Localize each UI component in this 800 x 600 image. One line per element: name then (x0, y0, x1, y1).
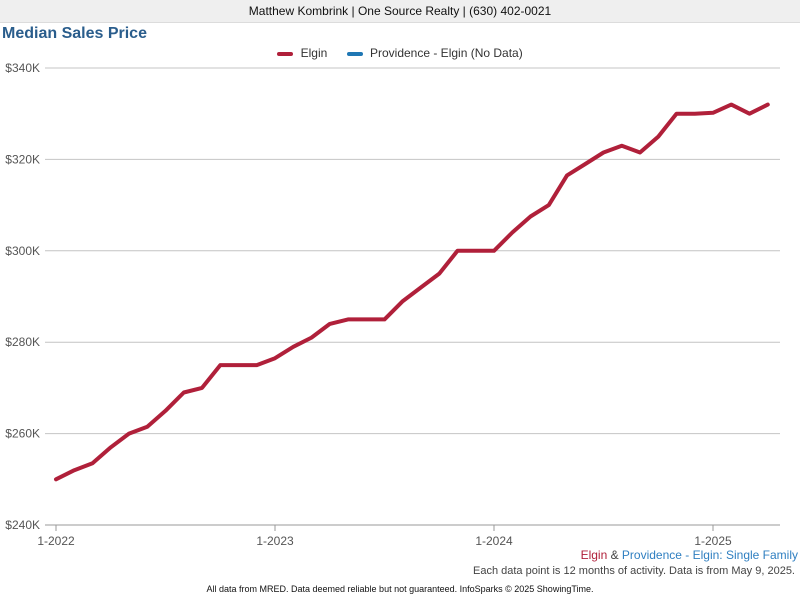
x-tick-label: 1-2023 (256, 534, 294, 548)
y-tick-label: $320K (5, 152, 40, 166)
legend: Elgin Providence - Elgin (No Data) (0, 45, 800, 60)
agent-contact-text: Matthew Kombrink | One Source Realty | (… (248, 4, 552, 18)
geography-area-1: Elgin (580, 548, 608, 562)
data-note: Each data point is 12 months of activity… (472, 565, 795, 577)
legend-item-providence[interactable]: Providence - Elgin (No Data) (346, 45, 523, 60)
legend-swatch-providence (346, 51, 363, 56)
header-bar: Matthew Kombrink | One Source Realty | (… (0, 0, 800, 23)
series-line-elgin (54, 102, 770, 482)
footer-disclaimer: All data from MRED. Data deemed reliable… (206, 584, 594, 594)
geography-label: Elgin & Providence - Elgin: Single Famil… (581, 548, 798, 562)
legend-label-providence: Providence - Elgin (No Data) (369, 45, 523, 60)
y-tick-label: $280K (5, 335, 40, 349)
legend-item-elgin[interactable]: Elgin (277, 46, 327, 60)
legend-label-elgin: Elgin (300, 45, 328, 60)
chart-title: Median Sales Price (2, 25, 147, 42)
x-tick-label: 1-2024 (475, 534, 513, 548)
y-tick-label: $240K (5, 518, 40, 532)
y-tick-label: $300K (5, 244, 40, 258)
x-tick-label: 1-2025 (694, 534, 732, 548)
legend-swatch-elgin (277, 51, 294, 56)
geography-area-2: Providence - Elgin: Single Family (621, 548, 798, 562)
y-tick-label: $260K (5, 427, 40, 441)
y-tick-label: $340K (5, 61, 40, 75)
geography-joiner: & (607, 548, 622, 562)
x-tick-label: 1-2022 (37, 534, 75, 548)
